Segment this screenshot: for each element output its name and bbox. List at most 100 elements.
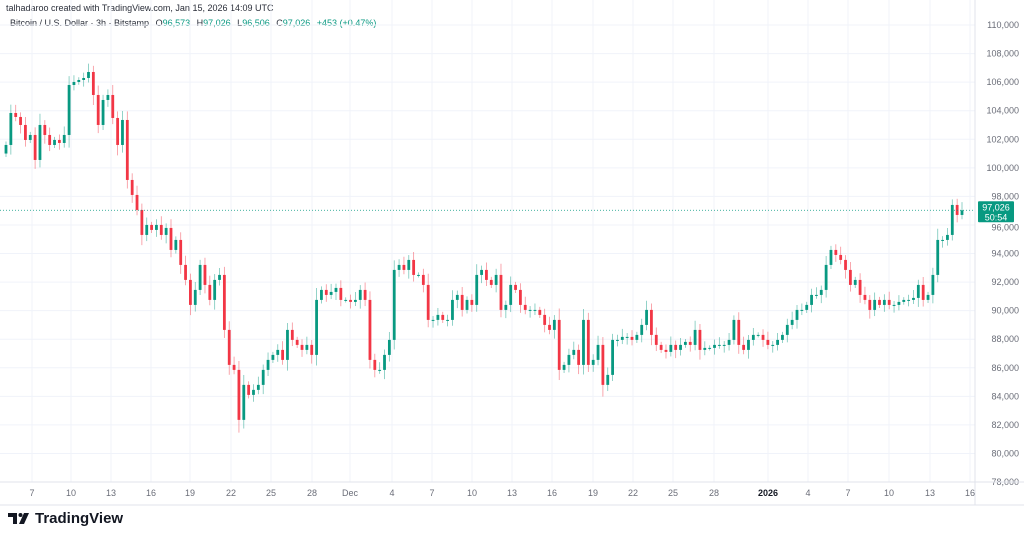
candle — [732, 315, 736, 345]
candle — [179, 232, 183, 274]
candle — [247, 381, 251, 399]
candle-body — [193, 289, 197, 305]
candle — [674, 340, 678, 359]
candle-body — [281, 349, 285, 360]
candle-body — [708, 347, 712, 349]
candle-body — [271, 354, 275, 360]
candle — [232, 356, 236, 375]
x-tick-label: 7 — [429, 488, 434, 498]
candle-body — [926, 294, 930, 300]
candle-body — [378, 369, 382, 371]
candle-body — [407, 259, 411, 270]
candle-body — [848, 269, 852, 285]
candle — [164, 223, 168, 244]
y-tick-label: 110,000 — [987, 20, 1019, 30]
candle-body — [805, 304, 809, 310]
candle-body — [727, 339, 731, 345]
candle — [87, 63, 90, 83]
candle-body — [184, 264, 187, 280]
candle-body — [795, 309, 799, 320]
candle-body — [397, 264, 401, 270]
candle — [320, 286, 323, 304]
candle-body — [339, 287, 343, 300]
high-value: 97,026 — [203, 18, 231, 28]
symbol-name[interactable]: Bitcoin / U.S. Dollar · 3h · Bitstamp — [10, 18, 150, 28]
candle-body — [907, 299, 911, 301]
candle-body — [887, 299, 891, 305]
candle — [475, 264, 479, 312]
candle — [91, 65, 95, 105]
candle — [9, 104, 13, 155]
candle-body — [931, 274, 935, 295]
candle-body — [824, 264, 828, 290]
candle-body — [19, 116, 22, 125]
candle — [310, 340, 314, 364]
candle — [402, 256, 406, 275]
candle-body — [950, 204, 954, 235]
candle — [659, 341, 663, 353]
candle-body — [116, 117, 120, 145]
candle-body — [77, 79, 81, 82]
candle — [334, 283, 338, 301]
x-tick-label: 28 — [709, 488, 719, 498]
candle-body — [417, 274, 420, 276]
candle — [882, 294, 886, 312]
candle-body — [106, 94, 110, 100]
candle-body — [669, 344, 673, 352]
candle-body — [431, 319, 435, 321]
y-tick-label: 108,000 — [986, 49, 1019, 59]
candle-body — [489, 279, 493, 285]
candle — [441, 311, 445, 323]
candle — [218, 267, 221, 286]
candle-body — [543, 314, 547, 325]
candle — [650, 303, 653, 346]
candle — [858, 273, 862, 303]
x-tick-label: 28 — [307, 488, 317, 498]
candle-body — [858, 279, 862, 295]
candle — [290, 322, 294, 347]
candle — [606, 367, 610, 392]
candle-body — [421, 274, 425, 285]
candle-body — [781, 334, 784, 340]
candle-body — [155, 224, 158, 230]
candle — [819, 285, 823, 304]
y-tick-label: 80,000 — [991, 448, 1019, 458]
candle — [829, 245, 833, 269]
candle — [717, 337, 721, 349]
y-tick-label: 102,000 — [986, 134, 1019, 144]
candle — [43, 120, 47, 144]
candle-body — [717, 344, 721, 346]
candle-body — [630, 336, 634, 340]
candle — [936, 228, 940, 283]
high-label: H — [196, 18, 204, 28]
candle-body — [713, 344, 716, 348]
candle-body — [320, 289, 323, 300]
candle — [446, 314, 450, 327]
candle-body — [616, 339, 619, 341]
low-label: L — [237, 18, 243, 28]
candle-body — [344, 299, 348, 301]
y-tick-label: 86,000 — [991, 363, 1019, 373]
candle-body — [33, 134, 37, 160]
candle — [640, 318, 644, 343]
candle — [950, 199, 954, 241]
candle — [300, 339, 304, 357]
candle-body — [514, 284, 517, 290]
candle-body — [276, 349, 280, 355]
candle-body — [121, 119, 124, 145]
price-chart[interactable]: 110,000 108,000 106,000 104,000 102,000 100,0… — [0, 0, 1024, 510]
candle — [363, 282, 367, 307]
tradingview-logo[interactable]: TradingView — [8, 510, 123, 527]
candle-body — [334, 287, 338, 292]
y-tick-label: 100,000 — [986, 163, 1019, 173]
candle — [271, 351, 275, 363]
y-tick-label: 82,000 — [991, 420, 1019, 430]
candle-body — [14, 112, 18, 117]
candle — [824, 255, 828, 298]
candle-body — [499, 274, 503, 310]
candle — [795, 305, 799, 329]
candle-body — [916, 284, 920, 298]
candle — [941, 236, 944, 248]
candle-body — [509, 284, 513, 305]
candle-body — [790, 319, 794, 325]
